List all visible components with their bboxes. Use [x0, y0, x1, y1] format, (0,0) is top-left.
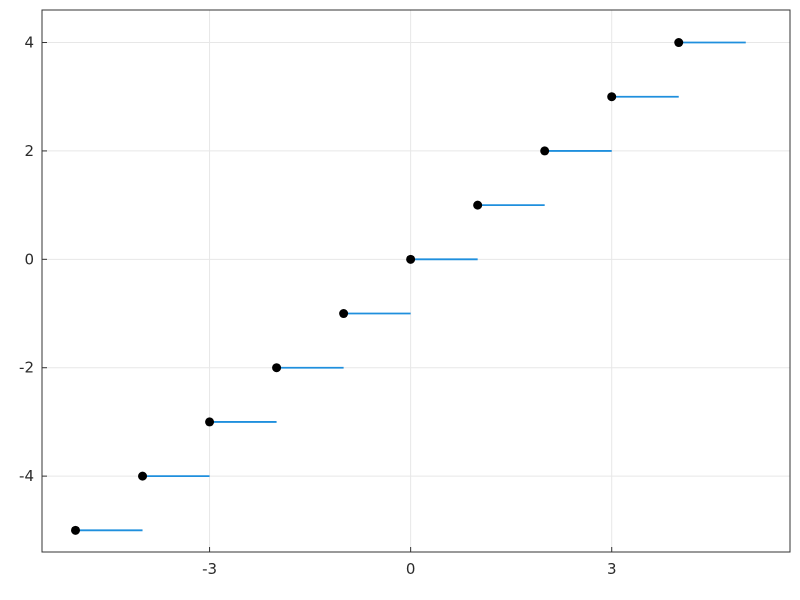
plot-frame — [41, 9, 791, 553]
y-tick-label: -2 — [19, 359, 34, 377]
y-tick-label: 4 — [24, 34, 34, 52]
x-tick-label: 3 — [607, 560, 617, 578]
x-tick-label: -3 — [202, 560, 217, 578]
y-tick-label: 2 — [24, 142, 34, 160]
step-marker — [71, 525, 81, 535]
step-marker — [272, 363, 282, 373]
step-marker — [607, 92, 617, 102]
plot-area — [42, 10, 790, 552]
step-marker — [205, 417, 215, 427]
y-tick-label: 0 — [24, 250, 34, 268]
y-tick-label: -4 — [19, 467, 34, 485]
step-marker — [406, 254, 416, 264]
step-marker — [674, 38, 684, 48]
step-marker — [138, 471, 148, 481]
step-marker — [540, 146, 550, 156]
step-marker — [339, 309, 349, 319]
step-marker — [473, 200, 483, 210]
x-tick-label: 0 — [406, 560, 416, 578]
